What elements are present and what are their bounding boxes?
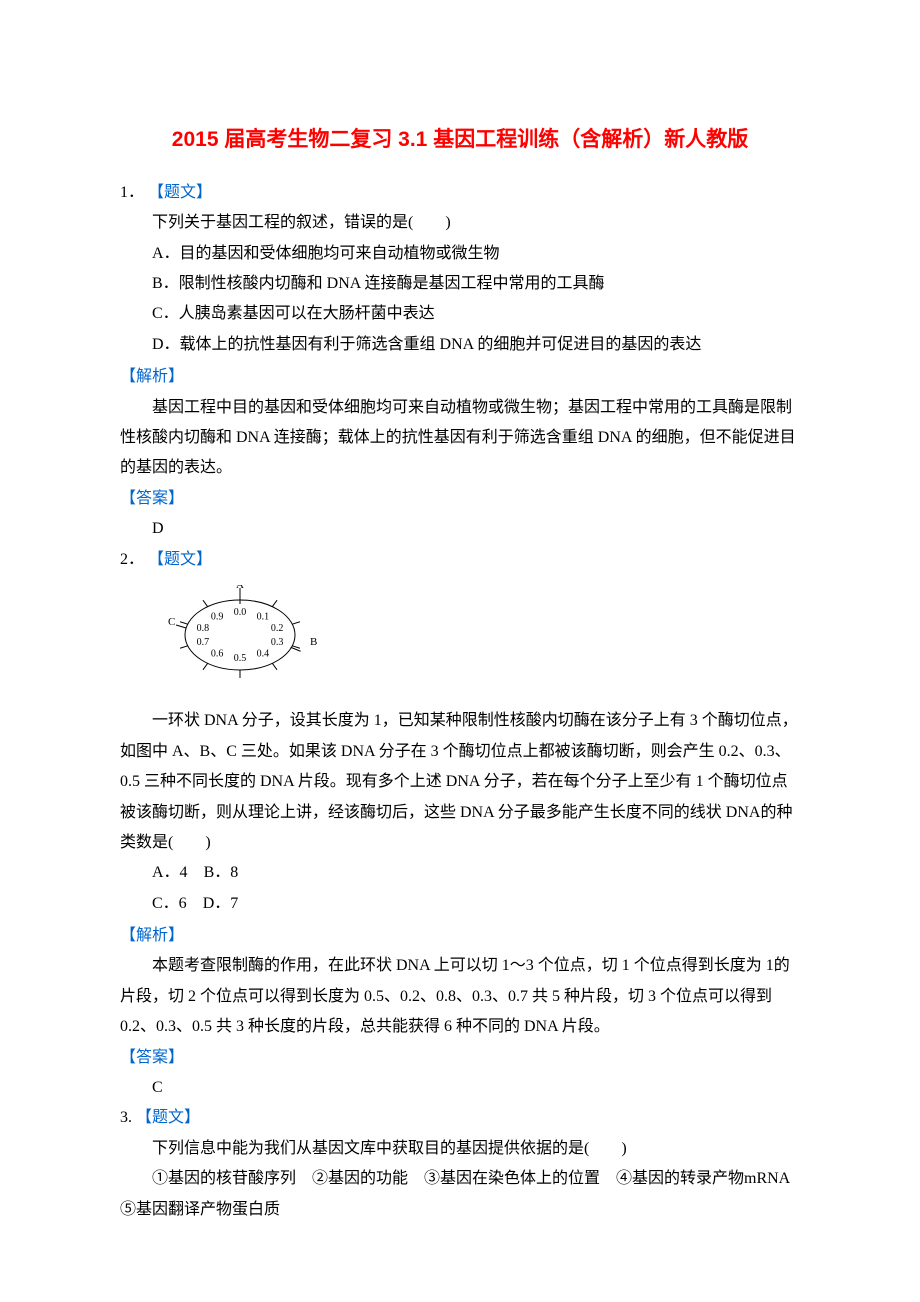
q2-answer: C	[120, 1073, 800, 1103]
question-tag: 【题文】	[148, 551, 212, 568]
q3-number: 3.	[120, 1109, 132, 1126]
answer-tag: 【答案】	[120, 484, 800, 514]
q2-optsAB: A．4 B．8	[120, 858, 800, 888]
q1-optA: A．目的基因和受体细胞均可来自动植物或微生物	[120, 239, 800, 269]
svg-text:0.6: 0.6	[211, 649, 224, 660]
q2-header: 2． 【题文】	[120, 545, 800, 575]
q1-header: 1． 【题文】	[120, 178, 800, 208]
svg-text:0.2: 0.2	[271, 623, 284, 634]
q2-optA: A．4	[152, 864, 188, 881]
svg-text:0.3: 0.3	[271, 637, 284, 648]
svg-text:B: B	[310, 636, 317, 648]
q3-block: 3. 【题文】 下列信息中能为我们从基因文库中获取目的基因提供依据的是( ) ①…	[120, 1103, 800, 1225]
svg-text:0.4: 0.4	[257, 649, 270, 660]
q1-number: 1．	[120, 184, 144, 201]
q1-analysis: 基因工程中目的基因和受体细胞均可来自动植物或微生物；基因工程中常用的工具酶是限制…	[120, 393, 800, 484]
q1-block: 1． 【题文】 下列关于基因工程的叙述，错误的是( ) A．目的基因和受体细胞均…	[120, 178, 800, 360]
svg-text:A: A	[236, 585, 244, 591]
q2-optB: B．8	[204, 864, 239, 881]
ring-dna-diagram: 0.0 0.10.2 0.30.4 0.5 0.60.7 0.80.9 A B C	[160, 585, 330, 685]
q2-analysis: 本题考查限制酶的作用，在此环状 DNA 上可以切 1～3 个位点，切 1 个位点…	[120, 951, 800, 1042]
q3-opts: ①基因的核苷酸序列 ②基因的功能 ③基因在染色体上的位置 ④基因的转录产物mRN…	[120, 1164, 800, 1225]
q2-optD: D．7	[203, 895, 239, 912]
svg-text:0.7: 0.7	[197, 637, 210, 648]
page: 2015 届高考生物二复习 3.1 基因工程训练（含解析）新人教版 1． 【题文…	[0, 0, 920, 1302]
q3-stem: 下列信息中能为我们从基因文库中获取目的基因提供依据的是( )	[120, 1134, 800, 1164]
answer-tag: 【答案】	[120, 1043, 800, 1073]
q3-header: 3. 【题文】	[120, 1103, 800, 1133]
q1-optC: C．人胰岛素基因可以在大肠杆菌中表达	[120, 299, 800, 329]
q2-number: 2．	[120, 551, 144, 568]
q1-answer: D	[120, 514, 800, 544]
svg-text:0.9: 0.9	[211, 611, 224, 622]
svg-text:C: C	[168, 616, 175, 628]
analysis-tag: 【解析】	[120, 921, 800, 951]
q1-optB: B．限制性核酸内切酶和 DNA 连接酶是基因工程中常用的工具酶	[120, 269, 800, 299]
q2-stem: 一环状 DNA 分子，设其长度为 1，已知某种限制性核酸内切酶在该分子上有 3 …	[120, 706, 800, 858]
q1-stem: 下列关于基因工程的叙述，错误的是( )	[120, 208, 800, 238]
svg-text:0.5: 0.5	[234, 653, 247, 664]
svg-text:0.0: 0.0	[234, 607, 247, 618]
svg-text:0.1: 0.1	[257, 611, 270, 622]
q2-diagram: 0.0 0.10.2 0.30.4 0.5 0.60.7 0.80.9 A B C	[160, 585, 800, 696]
svg-text:0.8: 0.8	[197, 623, 210, 634]
q2-block: 2． 【题文】 0.0 0.10.2 0.30.4 0.5 0.60.7 0.80.9 A B…	[120, 545, 800, 920]
question-tag: 【题文】	[136, 1109, 200, 1126]
q1-optD: D．载体上的抗性基因有利于筛选含重组 DNA 的细胞并可促进目的基因的表达	[120, 330, 800, 360]
doc-title: 2015 届高考生物二复习 3.1 基因工程训练（含解析）新人教版	[120, 120, 800, 160]
q2-optC: C．6	[152, 895, 187, 912]
analysis-tag: 【解析】	[120, 362, 800, 392]
question-tag: 【题文】	[148, 184, 212, 201]
q2-optsCD: C．6 D．7	[120, 889, 800, 919]
